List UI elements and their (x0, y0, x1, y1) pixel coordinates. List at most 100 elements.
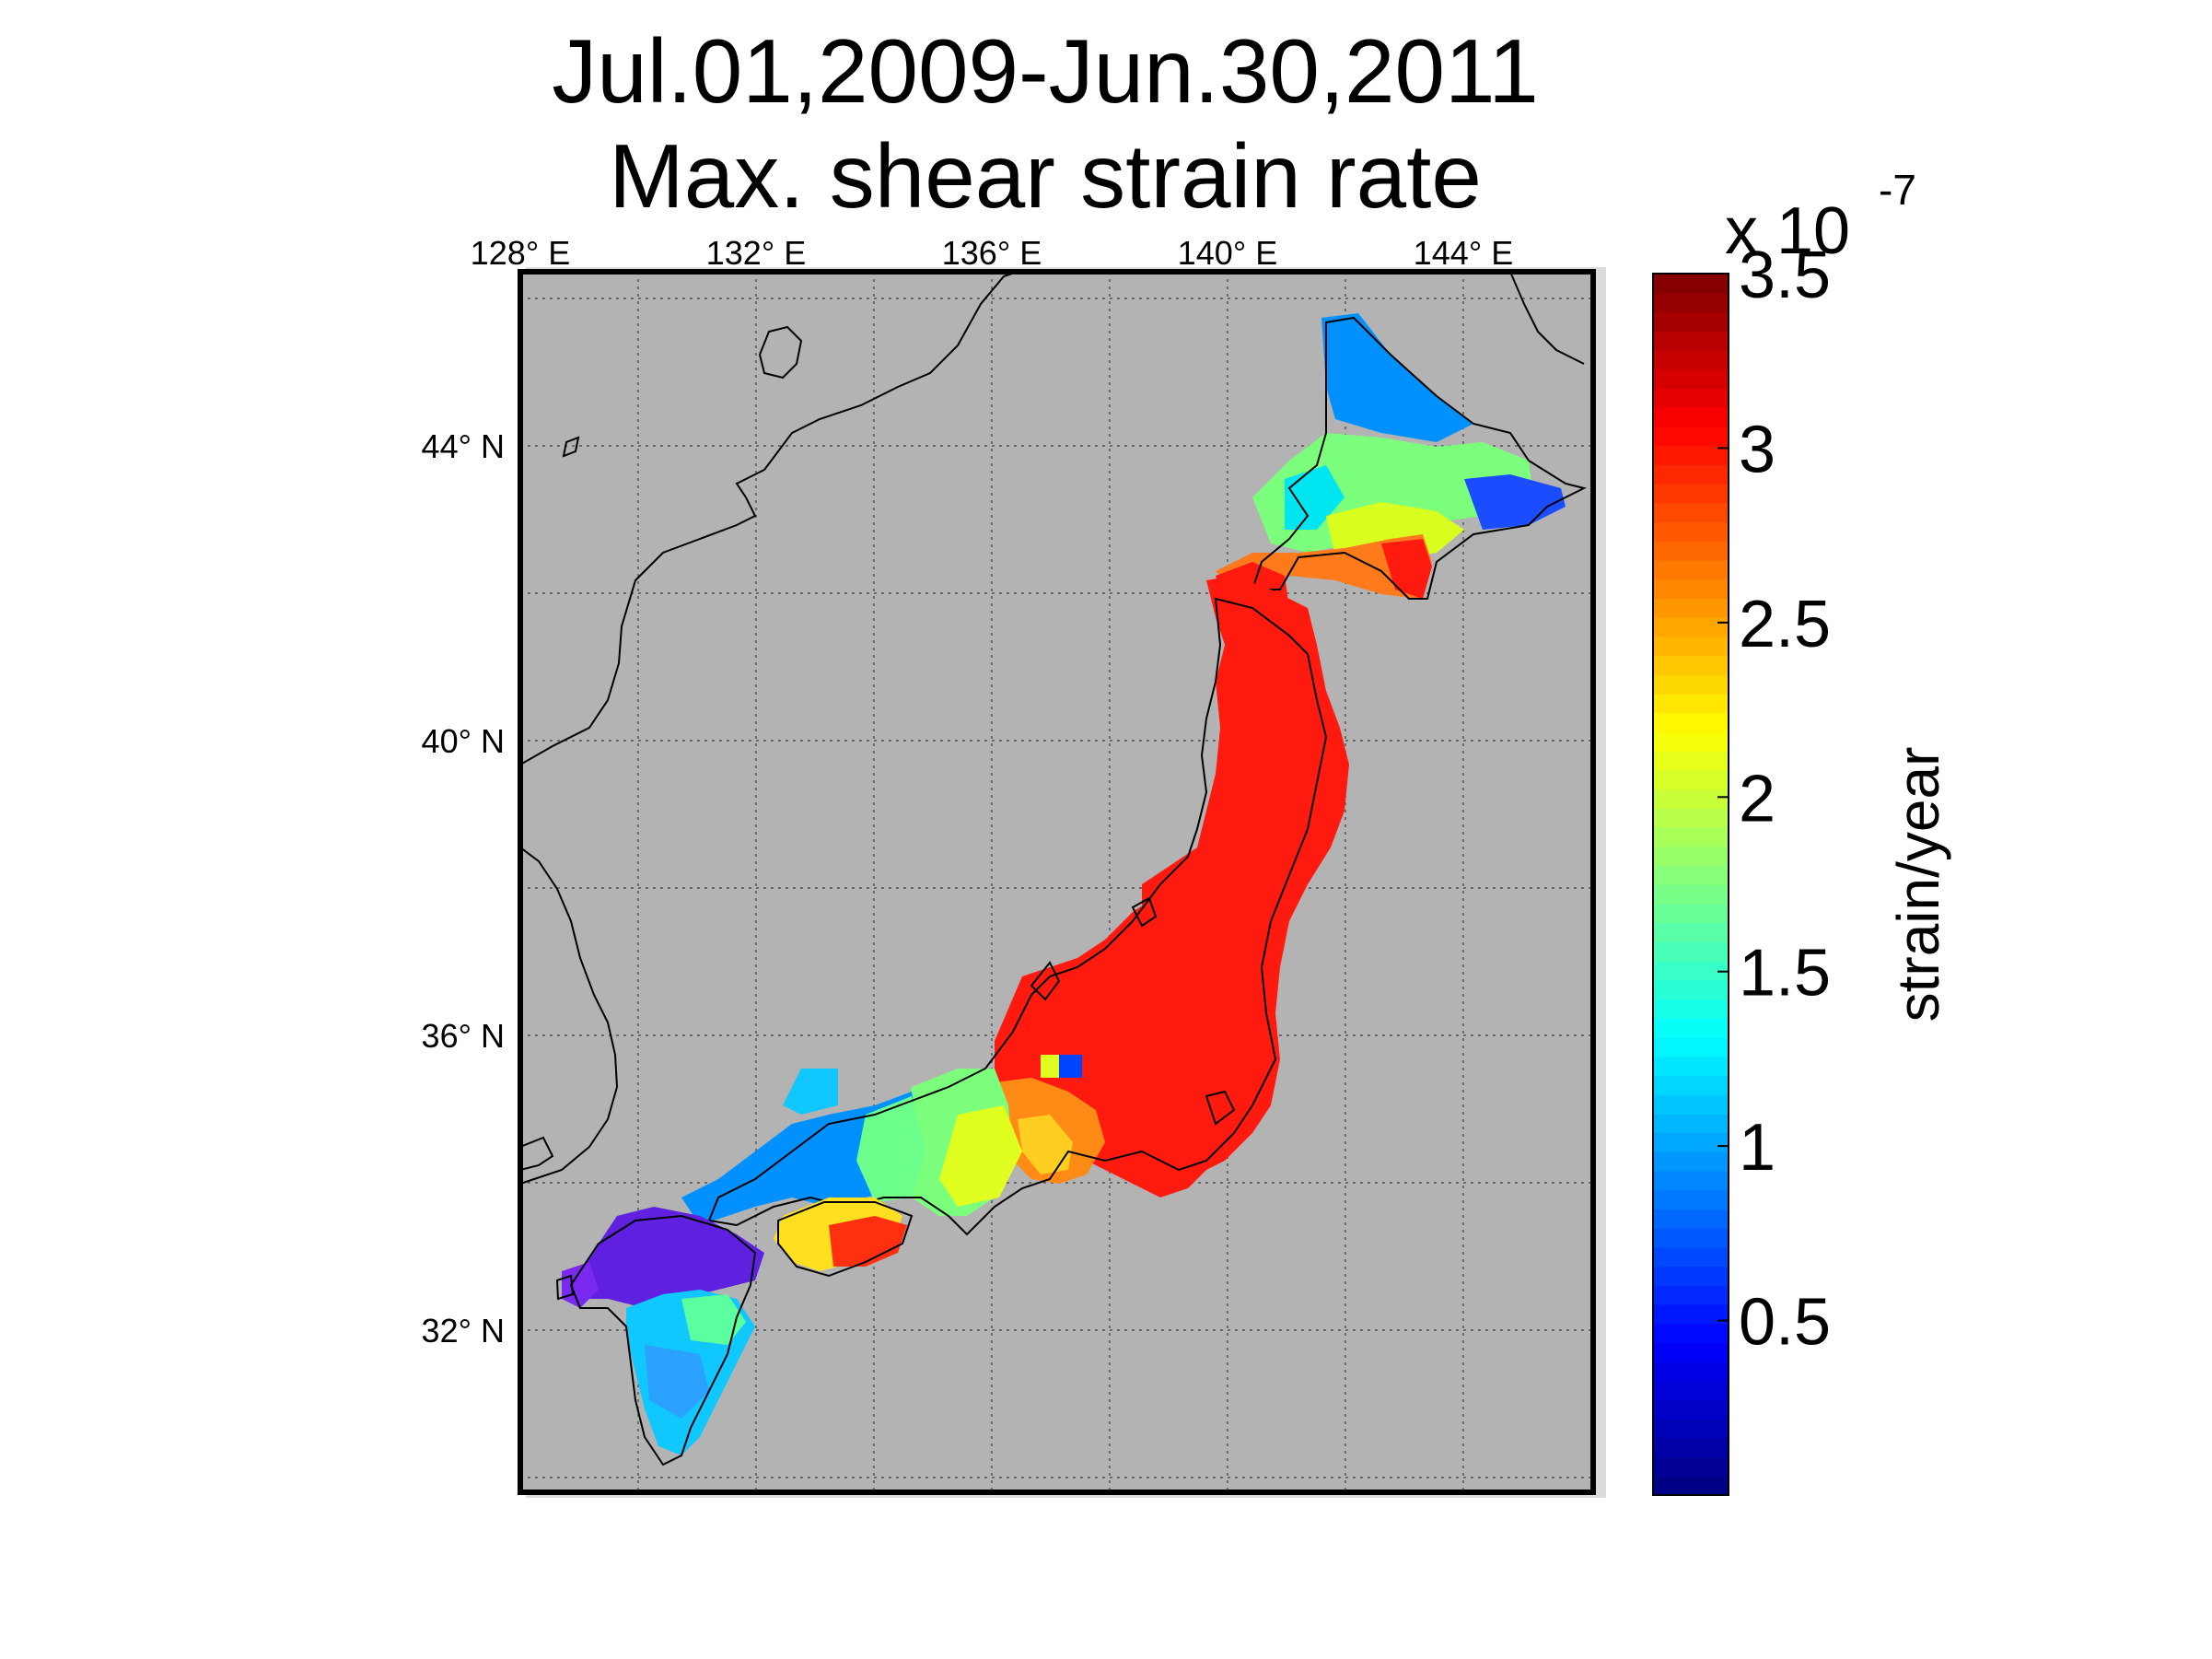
colorbar-segment (1653, 426, 1729, 447)
continent-coastline (520, 272, 1019, 765)
colorbar-tick-label: 0.5 (1739, 1286, 1831, 1360)
colorbar-segment (1653, 1056, 1729, 1076)
colorbar-segment (1653, 368, 1729, 390)
tokyo-bay-outline (1205, 1090, 1236, 1126)
colorbar-segment (1653, 674, 1729, 695)
colorbar-segment (1653, 1399, 1729, 1419)
colorbar-segment (1653, 311, 1729, 332)
map-border (518, 269, 1596, 1495)
region-southern-kyushu-green (681, 1294, 746, 1345)
colorbar-segment (1653, 1113, 1729, 1134)
region-northern-hokkaido (1321, 313, 1473, 442)
colorbar-segment (1653, 636, 1729, 657)
colorbar-segment (1653, 1189, 1729, 1210)
colorbar: 3.5 3 2.5 2 1.5 1 0.5 x 10 -7 strain/year (1652, 166, 1951, 1496)
colorbar-segment (1653, 559, 1729, 580)
sakhalin-coastline (1509, 272, 1585, 365)
hokkaido-region (1216, 313, 1587, 608)
colorbar-segment (1653, 1266, 1729, 1286)
kyushu-region (555, 1207, 764, 1466)
noto-peninsula-outline (1030, 961, 1061, 1001)
colorbar-segment (1653, 1303, 1729, 1325)
colorbar-segment (1653, 1246, 1729, 1268)
colorbar-exponent-power: -7 (1879, 166, 1916, 214)
region-chubu-yellow (1018, 1115, 1073, 1174)
colorbar-segment (1653, 445, 1729, 465)
colorbar-segment (1653, 1018, 1729, 1038)
colorbar-segment (1653, 1342, 1729, 1362)
latitude-tick-labels: 44° N 40° N 36° N 32° N (422, 427, 505, 1349)
colorbar-tick-label: 3.5 (1739, 239, 1831, 312)
colorbar-segment (1653, 999, 1729, 1019)
colorbar-segment (1653, 1437, 1729, 1458)
colorbar-exponent-base: x 10 (1725, 194, 1850, 268)
colorbar-tick-label: 2 (1739, 762, 1775, 835)
colorbar-segment (1653, 903, 1729, 924)
colorbar-segment (1653, 1456, 1729, 1478)
colorbar-segment (1653, 750, 1729, 771)
dokdo-island-outline (758, 325, 803, 380)
colorbar-segment (1653, 960, 1729, 981)
colorbar-segment (1653, 349, 1729, 370)
colorbar-border (1652, 273, 1729, 1496)
colorbar-segment (1653, 1170, 1729, 1191)
colorbar-segment (1653, 464, 1729, 485)
colorbar-ticks: 3.5 3 2.5 2 1.5 1 0.5 (1717, 239, 1831, 1360)
lon-tick-label: 132° E (706, 234, 806, 272)
colorbar-segment (1653, 979, 1729, 1000)
colorbar-segment (1653, 1476, 1729, 1496)
colorbar-segment (1653, 865, 1729, 885)
region-southern-kyushu-blue (645, 1345, 709, 1419)
colorbar-segment (1653, 1209, 1729, 1229)
colorbar-segment (1653, 922, 1729, 942)
colorbar-tick-label: 2.5 (1739, 588, 1831, 661)
colorbar-segment (1653, 712, 1729, 733)
colorbar-segment (1653, 1151, 1729, 1172)
region-shikoku-south (829, 1216, 907, 1267)
colorbar-segment (1653, 941, 1729, 962)
colorbar-segment (1653, 1323, 1729, 1344)
colorbar-gradient (1653, 274, 1729, 1496)
hokkaido-coastline (1251, 316, 1587, 600)
colorbar-segment (1653, 483, 1729, 504)
colorbar-segment (1653, 693, 1729, 714)
region-northern-kyushu (571, 1207, 764, 1308)
colorbar-segment (1653, 1093, 1729, 1115)
colorbar-segment (1653, 407, 1729, 427)
goto-islands-outline (555, 1274, 575, 1301)
lat-tick-label: 36° N (422, 1017, 505, 1055)
colorbar-segment (1653, 1361, 1729, 1382)
region-hotspot-yellow (1041, 1055, 1059, 1078)
colorbar-segment (1653, 521, 1729, 542)
colorbar-segment (1653, 1075, 1729, 1095)
region-kinki-yellow (939, 1105, 1022, 1207)
region-western-honshu-cyan (783, 1069, 838, 1115)
kyushu-coastline (569, 1214, 757, 1466)
colorbar-exponent-label: x 10 (1725, 194, 1850, 268)
colorbar-segment (1653, 1132, 1729, 1152)
lat-tick-label: 32° N (422, 1312, 505, 1349)
region-western-honshu-green (856, 1096, 926, 1202)
colorbar-segment (1653, 598, 1729, 618)
colorbar-segment (1653, 769, 1729, 790)
longitude-tick-labels: 128° E 132° E 136° E 140° E 144° E (471, 234, 1513, 272)
colorbar-segment (1653, 578, 1729, 600)
map-title-line1: Jul.01,2009-Jun.30,2011 (552, 20, 1539, 122)
colorbar-segment (1653, 388, 1729, 408)
lon-tick-label: 136° E (942, 234, 1042, 272)
colorbar-tick-label: 1 (1739, 1111, 1775, 1185)
region-hotspot-blue (1059, 1055, 1082, 1078)
map-title-line2: Max. shear strain rate (609, 125, 1482, 227)
colorbar-segment (1653, 331, 1729, 351)
lon-tick-label: 144° E (1414, 234, 1513, 272)
colorbar-tick-label: 3 (1739, 413, 1775, 486)
colorbar-segment (1653, 808, 1729, 828)
colorbar-segment (1653, 789, 1729, 809)
lat-tick-label: 44° N (422, 427, 505, 465)
region-western-honshu (681, 1092, 921, 1225)
small-island-outline (562, 436, 580, 458)
colorbar-segment (1653, 1036, 1729, 1057)
colorbar-segment (1653, 826, 1729, 847)
colorbar-segment (1653, 1227, 1729, 1248)
